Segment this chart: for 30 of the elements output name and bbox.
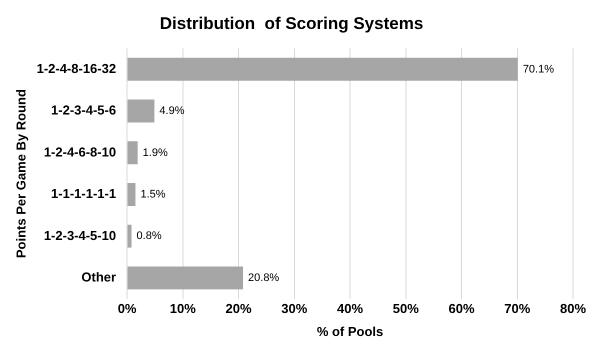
y-tick-label: 1-2-3-4-5-10: [44, 228, 116, 243]
bar: [128, 224, 132, 248]
x-tick-label: 80%: [560, 301, 586, 316]
x-tick-label: 20%: [226, 301, 252, 316]
x-axis-title: % of Pools: [316, 324, 384, 339]
x-tick-label: 0%: [118, 301, 137, 316]
bar: [128, 266, 244, 290]
x-tick-label: 70%: [504, 301, 531, 316]
data-label: 0.8%: [136, 230, 162, 242]
y-tick-label: 1-1-1-1-1-1: [51, 186, 116, 202]
y-axis-title: Points Per Game By Round: [13, 89, 28, 258]
data-label: 20.8%: [248, 272, 280, 284]
data-label: 1.5%: [140, 188, 166, 200]
bar: [128, 182, 136, 206]
y-tick-label: Other: [81, 270, 116, 285]
bar: [128, 141, 138, 164]
data-label: 1.9%: [142, 146, 168, 159]
x-tick-label: 40%: [337, 301, 364, 316]
x-tick-label: 30%: [281, 301, 308, 316]
x-tick-label: 60%: [448, 301, 475, 316]
chart-title: Distribution of Scoring Systems: [160, 14, 424, 33]
x-tick-label: 10%: [170, 301, 196, 316]
data-label: 70.1%: [522, 63, 554, 76]
bar: [128, 100, 154, 122]
y-tick-label: 1-2-3-4-5-6: [51, 102, 116, 118]
data-label: 4.9%: [159, 105, 185, 118]
y-tick-label: 1-2-4-8-16-32: [36, 60, 116, 76]
y-tick-label: 1-2-4-6-8-10: [44, 144, 116, 160]
x-tick-label: 50%: [392, 301, 420, 316]
bar: [128, 58, 518, 81]
